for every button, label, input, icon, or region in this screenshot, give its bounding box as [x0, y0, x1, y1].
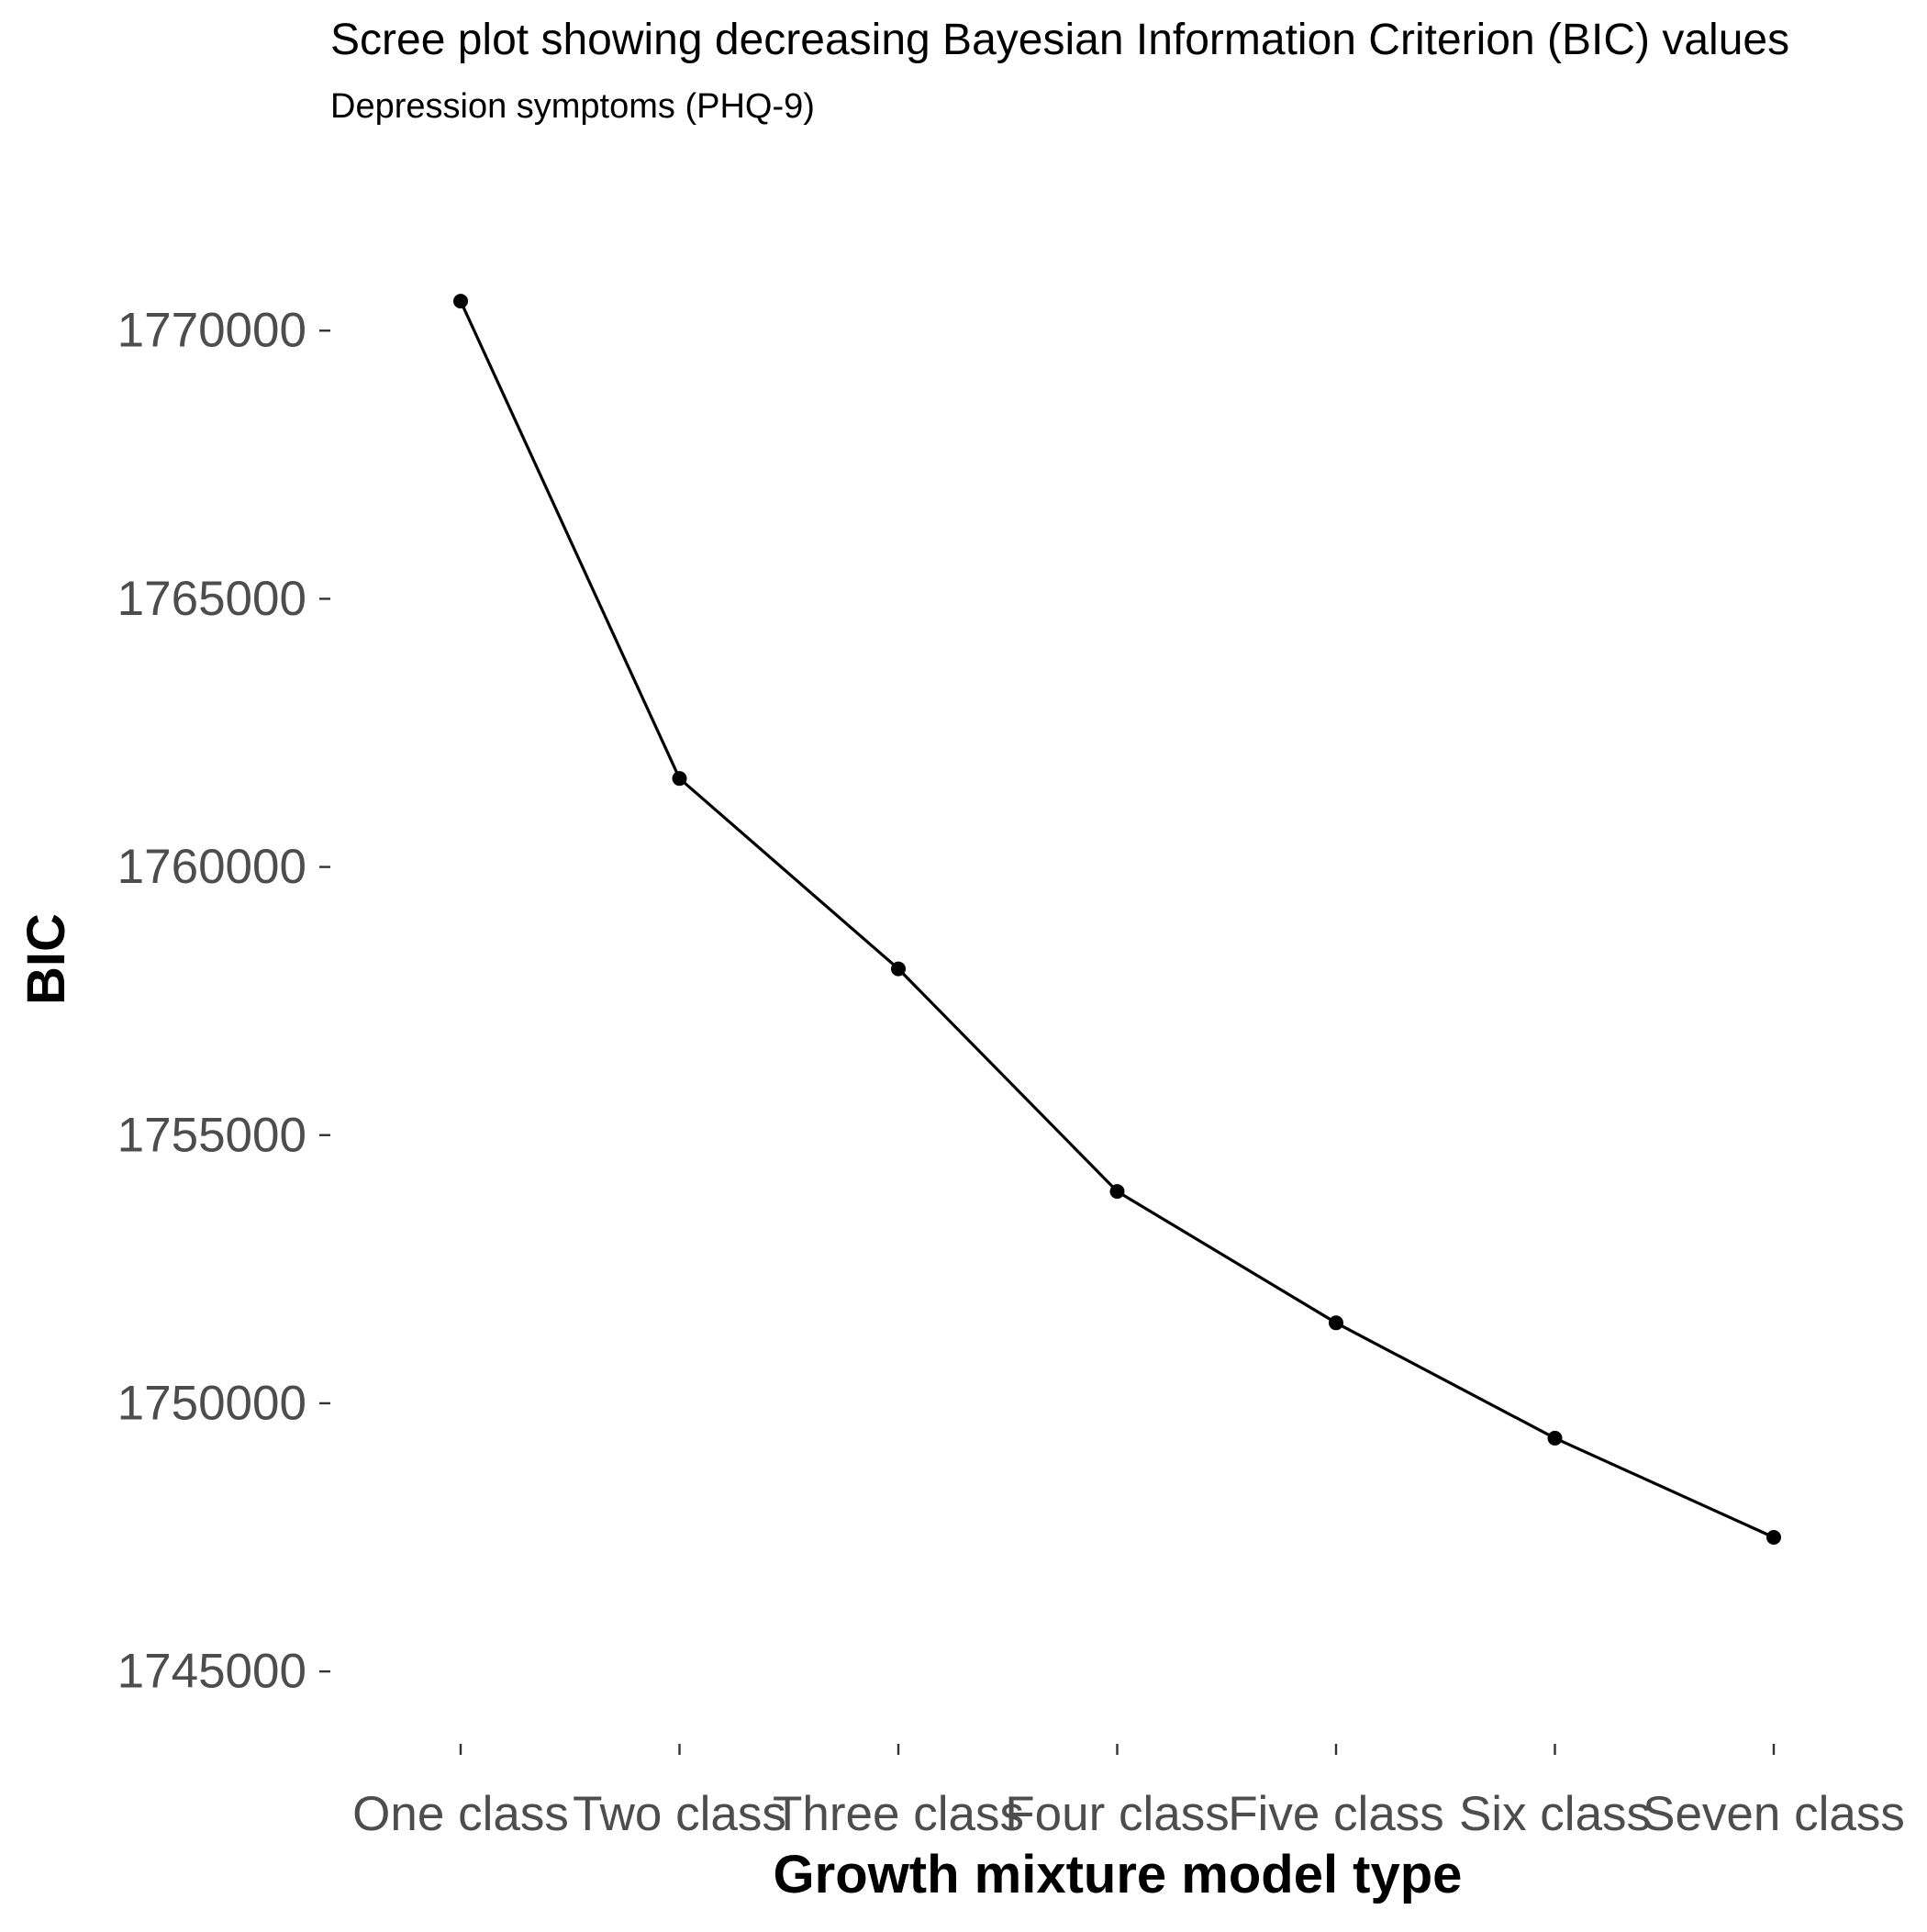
data-point — [453, 294, 468, 309]
x-tick-label: Five class — [1228, 1787, 1444, 1841]
x-tick-label: Seven class — [1643, 1787, 1905, 1841]
y-tick-label: 1770000 — [117, 304, 306, 358]
chart-title: Scree plot showing decreasing Bayesian I… — [330, 16, 1789, 64]
data-point — [1547, 1430, 1563, 1446]
series-layer — [453, 294, 1781, 1546]
y-tick-label: 1765000 — [117, 572, 306, 626]
x-tick-label: Four class — [1005, 1787, 1229, 1841]
y-tick-label: 1755000 — [117, 1108, 306, 1162]
data-point — [1109, 1184, 1125, 1200]
data-point — [1329, 1315, 1343, 1331]
y-tick-label: 1745000 — [117, 1645, 306, 1699]
series-line — [459, 300, 1775, 1539]
x-axis-title: Growth mixture model type — [774, 1845, 1463, 1904]
y-tick-label: 1750000 — [117, 1376, 306, 1430]
x-tick-label: One class — [352, 1787, 569, 1841]
data-point — [672, 771, 687, 787]
x-tick-label: Six class — [1459, 1787, 1651, 1841]
chart-subtitle: Depression symptoms (PHQ-9) — [330, 87, 815, 126]
x-tick-label: Two class — [573, 1787, 786, 1841]
x-tick-label: Three class — [773, 1787, 1024, 1841]
data-point — [1766, 1530, 1781, 1546]
y-axis-title: BIC — [17, 913, 76, 1005]
y-tick-label: 1760000 — [117, 840, 306, 894]
y-axis: 1745000 1750000 1755000 1760000 1765000 17700… — [117, 304, 330, 1699]
data-point — [891, 961, 906, 977]
